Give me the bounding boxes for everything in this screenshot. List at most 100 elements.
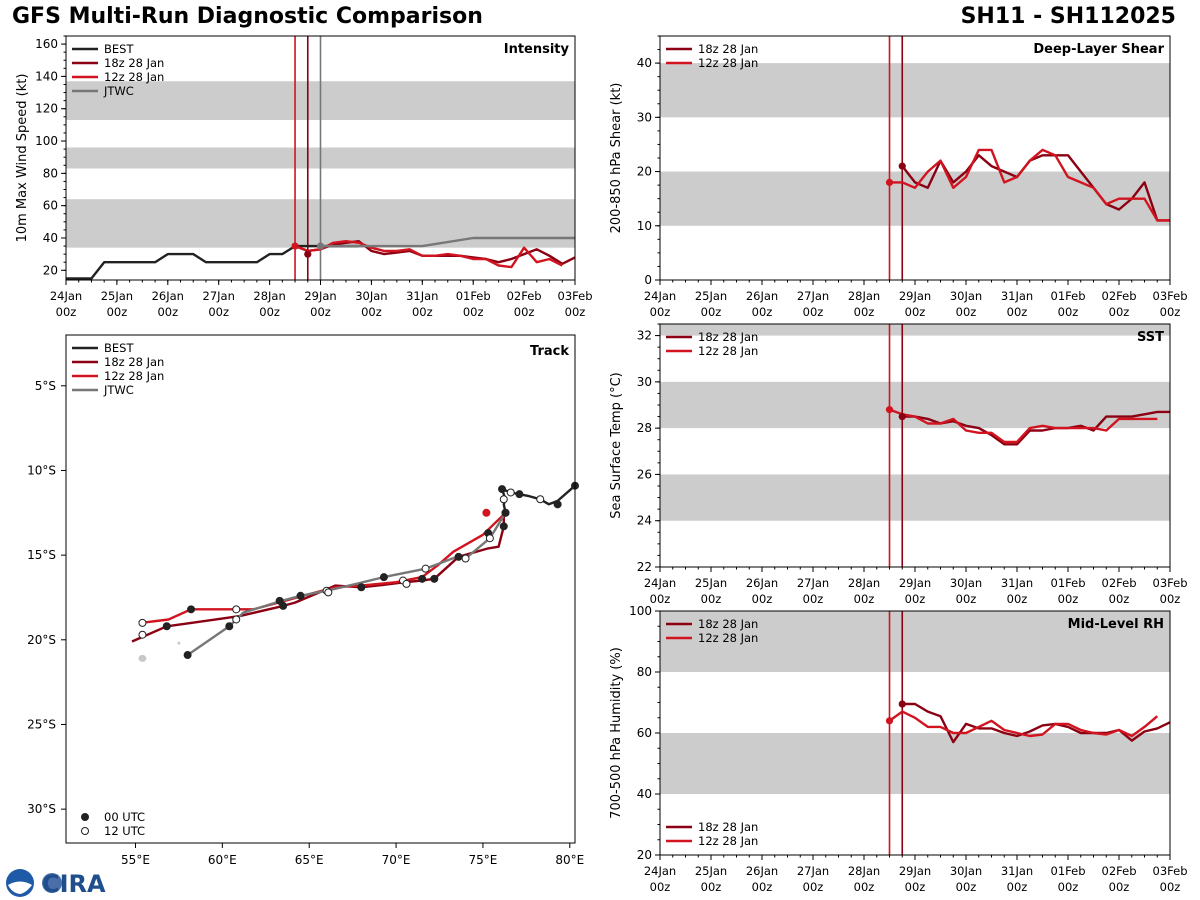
x-tick-label-hour: 00z — [1007, 880, 1028, 894]
x-tick-label-date: 01Feb — [1051, 289, 1086, 303]
track-panel: 55°E 60°E 65°E 70°E 75°E 80°E 5°S 10°S 15°S 20°S 2… — [27, 334, 584, 867]
latitude-label: 25°S — [27, 717, 56, 731]
x-tick-label-hour: 00z — [157, 305, 178, 319]
x-tick-label-date: 30Jan — [950, 864, 982, 878]
y-tick-label: 10 — [637, 219, 652, 233]
track-point-00utc — [379, 573, 388, 582]
x-tick-label-hour: 00z — [956, 880, 977, 894]
init-marker — [885, 178, 894, 186]
x-tick-label-date: 02Feb — [1102, 289, 1137, 303]
map-background — [66, 335, 575, 843]
x-tick-label-hour: 00z — [956, 305, 977, 319]
x-tick-label-hour: 00z — [701, 880, 722, 894]
x-tick-label-date: 31Jan — [1001, 864, 1033, 878]
longitude-label: 75°E — [468, 853, 497, 867]
init-marker — [898, 162, 906, 170]
threshold-band — [660, 324, 1170, 336]
x-tick-label-date: 25Jan — [695, 576, 727, 590]
track-point-12utc — [138, 630, 147, 639]
x-tick-label-date: 27Jan — [797, 864, 829, 878]
track-point-00utc — [499, 522, 508, 531]
x-tick-label-date: 02Feb — [1102, 576, 1137, 590]
x-tick-label-hour: 00z — [1007, 305, 1028, 319]
track-point-12utc — [485, 534, 494, 543]
y-tick-label: 100 — [629, 604, 652, 618]
x-tick-label-hour: 00z — [752, 592, 773, 606]
track-point-12utc — [421, 564, 430, 573]
legend-label: 12z 28 Jan — [104, 70, 164, 84]
track-point-12utc — [324, 588, 333, 597]
x-tick-label-date: 27Jan — [797, 289, 829, 303]
legend-label: 18z 28 Jan — [698, 820, 758, 834]
longitude-label: 60°E — [208, 853, 237, 867]
x-tick-label-hour: 00z — [854, 305, 875, 319]
storm-id-title: SH11 - SH112025 — [960, 4, 1176, 29]
y-tick-label: 60 — [43, 199, 58, 213]
y-tick-label: 80 — [637, 665, 652, 679]
threshold-band — [660, 63, 1170, 118]
y-tick-label: 0 — [644, 273, 652, 287]
longitude-label: 70°E — [382, 853, 411, 867]
x-tick-label-hour: 00z — [803, 305, 824, 319]
x-tick-label-hour: 00z — [1109, 592, 1130, 606]
x-tick-label-hour: 00z — [752, 305, 773, 319]
x-tick-label-hour: 00z — [854, 592, 875, 606]
x-tick-label-hour: 00z — [1058, 305, 1079, 319]
y-tick-label: 40 — [637, 787, 652, 801]
x-tick-label-date: 31Jan — [406, 289, 438, 303]
y-tick-label: 26 — [637, 467, 652, 481]
legend-label: JTWC — [103, 383, 134, 397]
x-tick-label-date: 02Feb — [1102, 864, 1137, 878]
y-tick-label: 30 — [637, 375, 652, 389]
y-axis-label: 200-850 hPa Shear (kt) — [609, 83, 624, 234]
legend-label: BEST — [104, 341, 134, 355]
sst-panel: 22 24 26 28 30 32 24Jan 00z 25Jan 00z 26Jan 00z 27Ja… — [609, 323, 1188, 606]
legend-marker-00utc — [81, 813, 89, 821]
x-tick-label-hour: 00z — [905, 592, 926, 606]
x-tick-label-date: 01Feb — [1051, 576, 1086, 590]
series-line-12z — [294, 239, 563, 269]
x-tick-label-date: 02Feb — [507, 289, 542, 303]
latitude-label: 10°S — [27, 463, 56, 477]
x-tick-label-hour: 00z — [1160, 305, 1181, 319]
x-tick-label-date: 30Jan — [950, 289, 982, 303]
threshold-band — [660, 611, 1170, 672]
longitude-label: 55°E — [121, 853, 150, 867]
x-tick-label-date: 25Jan — [695, 864, 727, 878]
legend-label: 12z 28 Jan — [698, 631, 758, 645]
track-point-12utc — [506, 488, 515, 497]
series-line-JTWC — [320, 236, 575, 248]
x-tick-label-date: 24Jan — [644, 864, 676, 878]
x-tick-label-date: 29Jan — [899, 576, 931, 590]
threshold-band — [660, 171, 1170, 226]
track-point-00utc — [225, 622, 234, 631]
island-shape — [177, 641, 181, 645]
x-tick-label-hour: 00z — [650, 880, 671, 894]
track-point-00utc — [553, 500, 562, 509]
latitude-label: 30°S — [27, 802, 56, 816]
x-tick-label-hour: 00z — [752, 880, 773, 894]
init-marker — [898, 700, 906, 708]
noaa-cira-logo-icon: CIRA — [6, 869, 106, 898]
legend-label: BEST — [104, 42, 134, 56]
panel-title: Track — [530, 344, 569, 359]
track-point-00utc — [357, 583, 366, 592]
shear-panel: 0 10 20 30 40 24Jan 00z 25Jan 00z 26Jan 00z 27Jan 00… — [609, 35, 1188, 319]
legend-label: 18z 28 Jan — [104, 56, 164, 70]
x-tick-label-hour: 00z — [1007, 592, 1028, 606]
x-tick-label-date: 28Jan — [848, 289, 880, 303]
x-tick-label-date: 29Jan — [304, 289, 336, 303]
x-tick-label-date: 03Feb — [1153, 576, 1188, 590]
latitude-label: 20°S — [27, 633, 56, 647]
track-point-00utc — [187, 605, 196, 614]
legend-label: 18z 28 Jan — [104, 355, 164, 369]
track-point-12utc — [402, 579, 411, 588]
x-tick-label-date: 28Jan — [848, 576, 880, 590]
x-tick-label-date: 03Feb — [558, 289, 593, 303]
x-tick-label-hour: 00z — [803, 880, 824, 894]
x-tick-label-hour: 00z — [259, 305, 280, 319]
cira-logo-text: CIRA — [42, 870, 106, 898]
y-tick-label: 40 — [637, 56, 652, 70]
x-tick-label-hour: 00z — [514, 305, 535, 319]
y-axis-label: 700-500 hPa Humidity (%) — [609, 647, 624, 819]
